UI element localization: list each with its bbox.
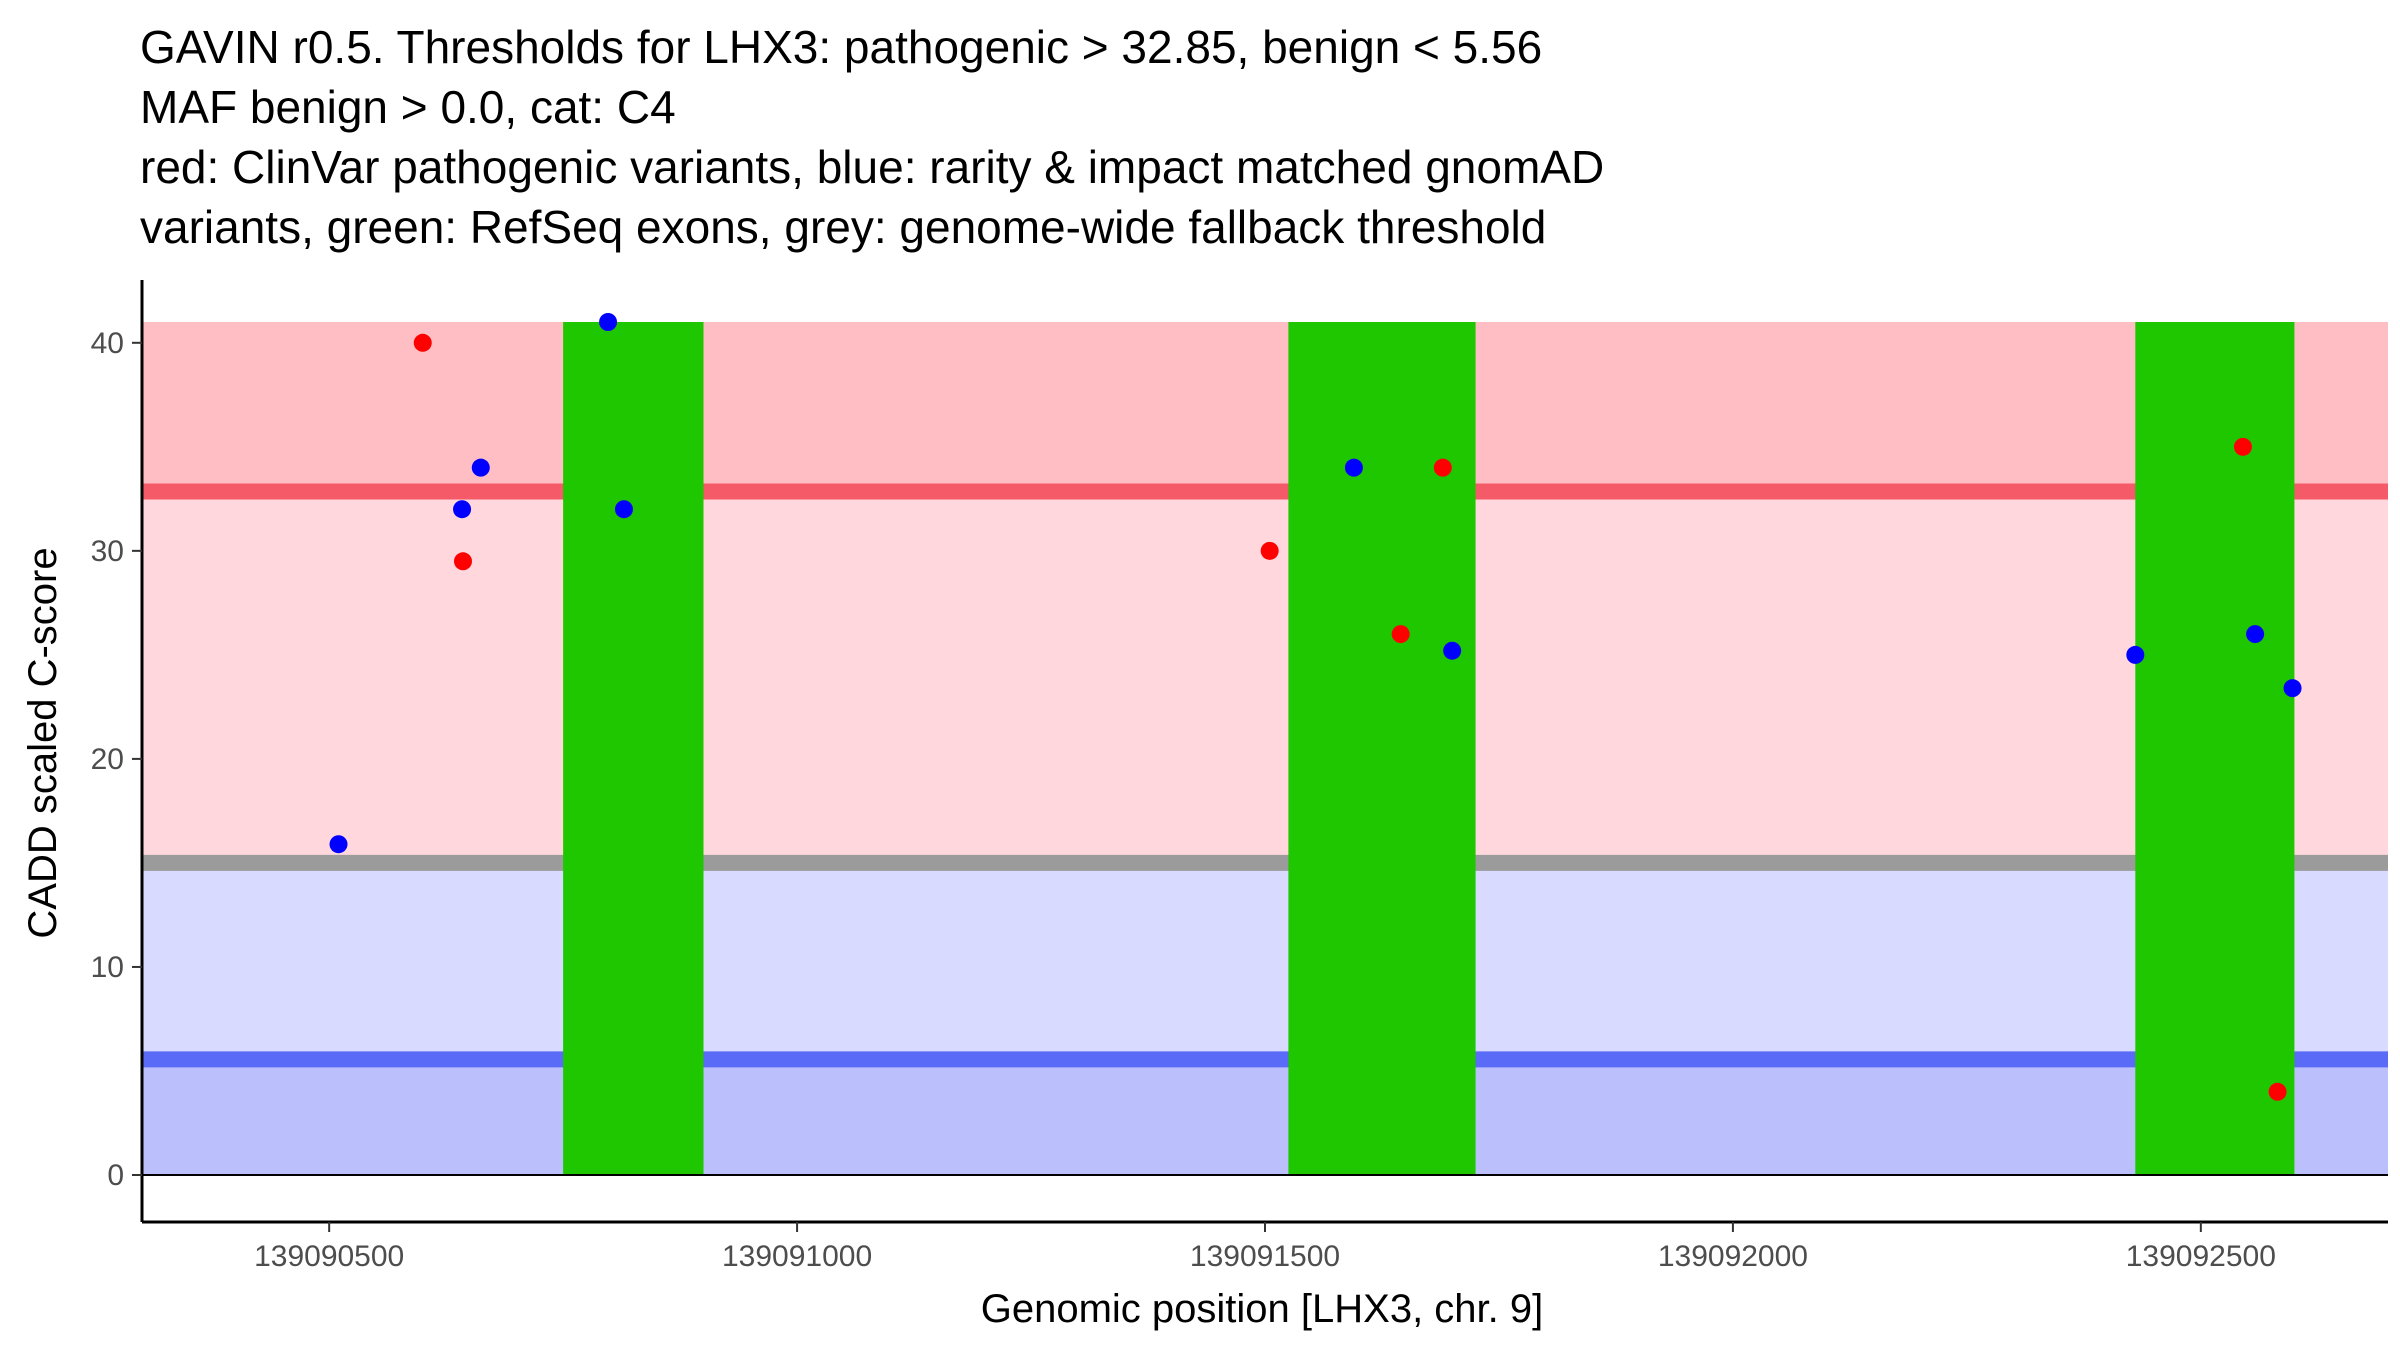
gnomad-point-2 bbox=[453, 500, 472, 519]
x-tick-label: 139091500 bbox=[1190, 1240, 1340, 1273]
x-tick-label: 139092500 bbox=[2126, 1240, 2276, 1273]
exon-region-1 bbox=[563, 322, 704, 1175]
gnomad-point-4 bbox=[599, 313, 618, 331]
benign-zone-band bbox=[142, 1059, 2388, 1175]
x-tick-label: 139092000 bbox=[1658, 1240, 1808, 1273]
exon-region-3 bbox=[2135, 322, 2295, 1175]
chart-title-line-2: MAF benign > 0.0, cat: C4 bbox=[140, 81, 676, 133]
pathogenic-zone-band bbox=[142, 322, 2388, 492]
gnomad-point-1 bbox=[329, 835, 348, 854]
chart-title-line-3: red: ClinVar pathogenic variants, blue: … bbox=[140, 141, 1605, 193]
axes: 0 10 20 30 40 139090500 139091000 139091500 1390… bbox=[91, 280, 2388, 1273]
gnomad-point-8 bbox=[2126, 645, 2145, 664]
clinvar-point-2 bbox=[453, 552, 472, 571]
threshold-bands bbox=[142, 322, 2388, 1175]
clinvar-point-5 bbox=[1433, 458, 1452, 477]
y-tick-label: 30 bbox=[91, 535, 124, 568]
threshold-lines bbox=[142, 483, 2388, 1068]
x-tick-label: 139091000 bbox=[722, 1240, 872, 1273]
clinvar-point-4 bbox=[1391, 625, 1410, 644]
chart-title-line-4: variants, green: RefSeq exons, grey: gen… bbox=[140, 201, 1547, 253]
gnomad-point-5 bbox=[614, 500, 633, 519]
gnomad-point-10 bbox=[2283, 679, 2302, 698]
clinvar-point-6 bbox=[2233, 437, 2252, 456]
y-axis-title: CADD scaled C-score bbox=[21, 547, 65, 938]
clinvar-point-7 bbox=[2268, 1082, 2287, 1101]
y-tick-label: 0 bbox=[107, 1159, 124, 1192]
y-tick-label: 20 bbox=[91, 743, 124, 776]
x-axis-title: Genomic position [LHX3, chr. 9] bbox=[981, 1287, 1544, 1331]
chart-title-line-1: GAVIN r0.5. Thresholds for LHX3: pathoge… bbox=[140, 21, 1543, 73]
y-tick-label: 40 bbox=[91, 327, 124, 360]
x-tick-label: 139090500 bbox=[254, 1240, 404, 1273]
gnomad-point-3 bbox=[471, 458, 490, 477]
gnomad-point-9 bbox=[2246, 625, 2265, 644]
variant-points bbox=[329, 313, 2302, 1101]
clinvar-point-1 bbox=[413, 333, 432, 352]
exon-region-2 bbox=[1288, 322, 1476, 1175]
clinvar-point-3 bbox=[1260, 541, 1279, 560]
benign-fallback-zone-band bbox=[142, 862, 2388, 1060]
gnomad-point-7 bbox=[1443, 641, 1462, 660]
gnomad-point-6 bbox=[1344, 458, 1363, 477]
y-tick-label: 10 bbox=[91, 951, 124, 984]
